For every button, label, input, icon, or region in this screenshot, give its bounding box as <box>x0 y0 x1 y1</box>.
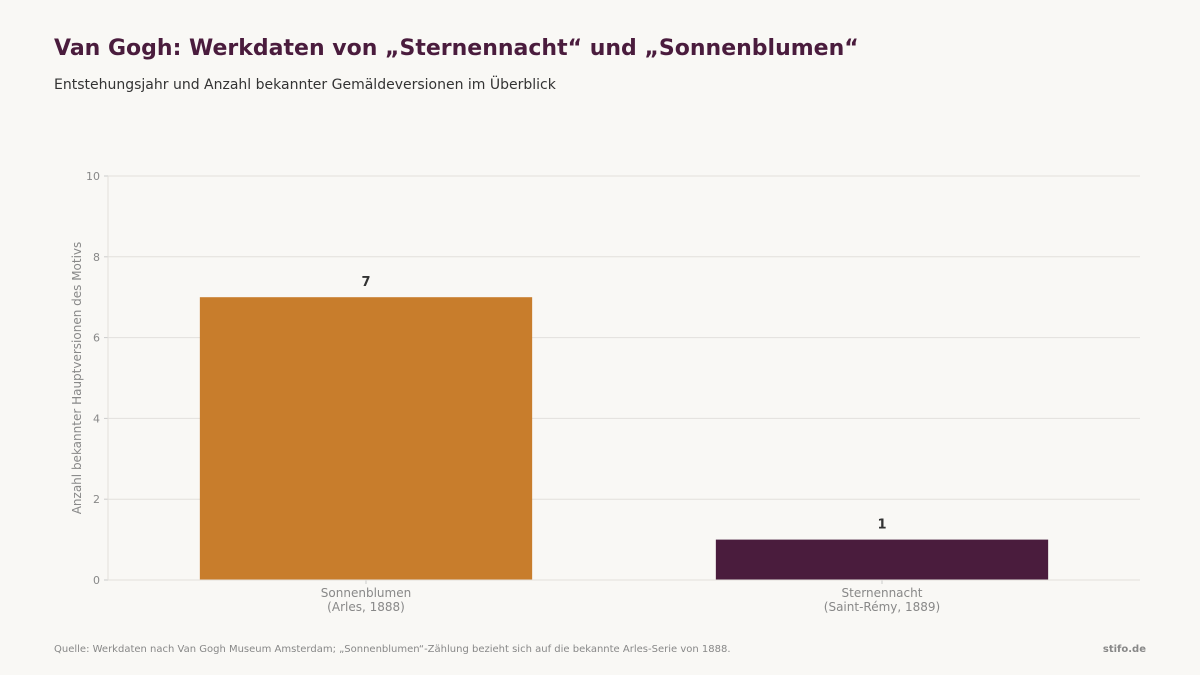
data-label: 7 <box>361 275 370 290</box>
y-tick-label: 2 <box>93 493 100 506</box>
brand-label: stifo.de <box>1102 644 1146 655</box>
y-tick-label: 0 <box>93 574 100 587</box>
bar <box>199 297 533 580</box>
chart-subtitle: Entstehungsjahr und Anzahl bekannter Gem… <box>54 77 556 93</box>
y-tick-label: 4 <box>93 412 100 425</box>
chart-title: Van Gogh: Werkdaten von „Sternennacht“ u… <box>54 36 859 61</box>
data-label: 1 <box>877 518 886 533</box>
y-tick-label: 8 <box>93 251 100 264</box>
x-tick-label: Sternennacht <box>842 586 923 600</box>
bar <box>715 539 1049 580</box>
y-axis-title: Anzahl bekannter Hauptversionen des Moti… <box>70 242 84 515</box>
x-tick-label: (Arles, 1888) <box>327 600 405 614</box>
y-tick-label: 10 <box>86 170 100 183</box>
x-tick-label: (Saint-Rémy, 1889) <box>824 600 940 614</box>
y-tick-label: 6 <box>93 332 100 345</box>
source-note: Quelle: Werkdaten nach Van Gogh Museum A… <box>54 644 731 655</box>
x-tick-label: Sonnenblumen <box>321 586 411 600</box>
